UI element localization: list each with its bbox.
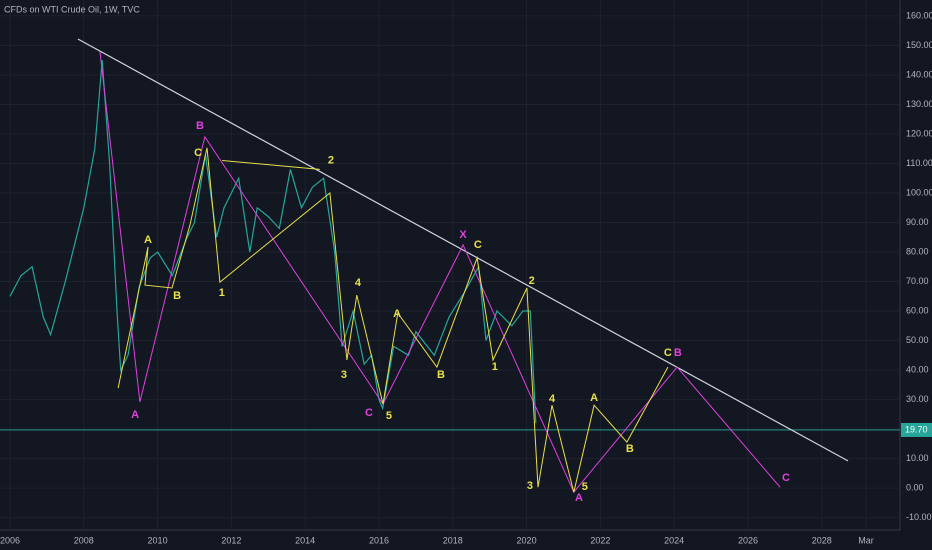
x-tick-label: 2018 [443, 535, 463, 545]
wave-drawing [117, 147, 669, 493]
y-tick-label: 80.00 [906, 246, 929, 256]
x-tick-label: 2008 [74, 535, 94, 545]
wave-label: 5 [582, 481, 588, 493]
y-tick-label: 90.00 [906, 217, 929, 227]
y-tick-label: 140.00 [906, 69, 932, 79]
x-tick-label: 2014 [295, 535, 315, 545]
x-tick-label: 2010 [148, 535, 168, 545]
y-tick-label: 100.00 [906, 187, 932, 197]
x-tick-label: 2028 [812, 535, 832, 545]
wave-label: C [474, 239, 482, 251]
wave-label: 5 [386, 410, 392, 422]
wave-label: C [365, 407, 373, 419]
wave-label: B [626, 443, 634, 455]
wave-label: A [131, 409, 139, 421]
y-tick-label: 0.00 [906, 482, 924, 492]
wave-label: 3 [341, 369, 347, 381]
y-tick-label: -10.00 [906, 512, 932, 522]
y-tick-label: 110.00 [906, 158, 932, 168]
price-line-series [9, 60, 537, 424]
wave-label: B [173, 290, 181, 302]
wave-label: A [575, 492, 583, 504]
x-tick-label: 2020 [517, 535, 537, 545]
wave-label: C [664, 347, 672, 359]
wave-label: A [144, 234, 152, 246]
price-label: 19.70 [905, 424, 928, 434]
trendline [77, 38, 849, 462]
x-tick-label: 2006 [0, 535, 20, 545]
wave-drawing [222, 160, 320, 170]
wave-label: 4 [549, 393, 556, 405]
y-tick-label: 50.00 [906, 335, 929, 345]
y-tick-label: 150.00 [906, 40, 932, 50]
wave-label: B [196, 120, 204, 132]
grid [0, 0, 900, 530]
x-tick-label: 2016 [369, 535, 389, 545]
wave-label: A [590, 392, 598, 404]
wave-label: B [674, 347, 682, 359]
wave-label: A [393, 308, 401, 320]
wave-label: 2 [328, 154, 334, 166]
wave-label: 1 [492, 361, 498, 373]
price-label-box [901, 422, 932, 437]
marks [0, 38, 900, 494]
x-tick-label: 2022 [590, 535, 610, 545]
x-tick-label: Mar [858, 535, 874, 545]
y-tick-label: 60.00 [906, 305, 929, 315]
y-tick-label: 70.00 [906, 276, 929, 286]
y-tick-label: 10.00 [906, 453, 929, 463]
x-tick-label: 2024 [664, 535, 684, 545]
wave-label: 3 [527, 480, 533, 492]
chart-title: CFDs on WTI Crude Oil, 1W, TVC [4, 4, 140, 14]
x-tick-label: 2012 [221, 535, 241, 545]
wave-label: 2 [529, 275, 535, 287]
x-tick-label: 2026 [738, 535, 758, 545]
y-tick-label: 160.00 [906, 10, 932, 20]
wave-label: 4 [355, 277, 362, 289]
wave-label: C [782, 472, 790, 484]
wave-label: 1 [219, 287, 225, 299]
y-tick-label: 120.00 [906, 128, 932, 138]
wave-drawing [99, 51, 781, 494]
y-tick-label: 130.00 [906, 99, 932, 109]
wave-label: B [437, 369, 445, 381]
wave-label: C [194, 147, 202, 159]
y-tick-label: 40.00 [906, 364, 929, 374]
wave-label: X [459, 229, 467, 241]
y-tick-label: 30.00 [906, 394, 929, 404]
